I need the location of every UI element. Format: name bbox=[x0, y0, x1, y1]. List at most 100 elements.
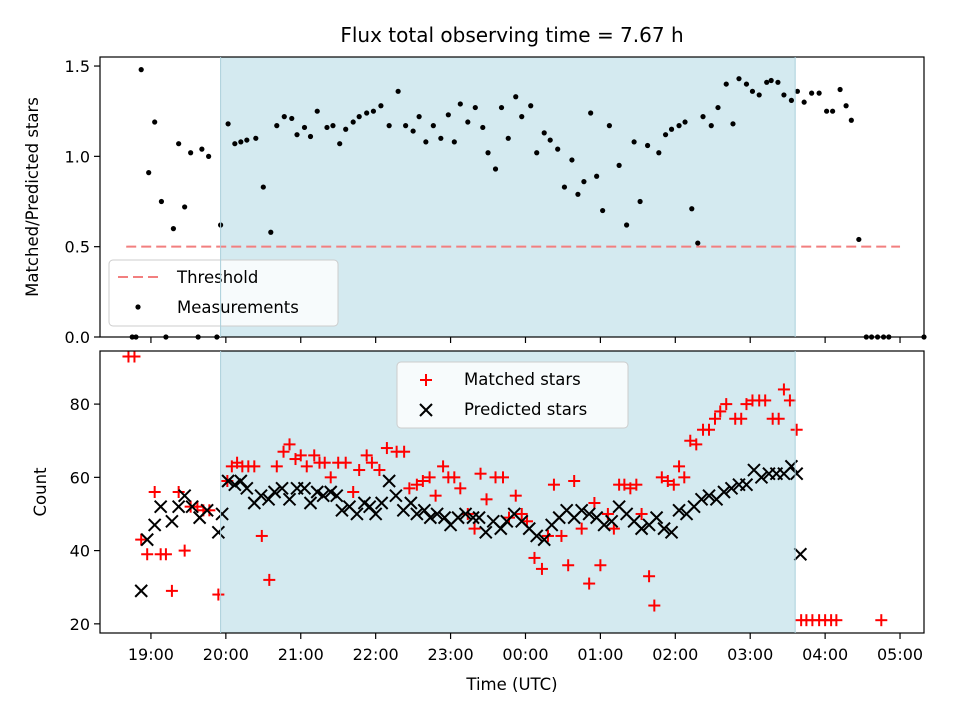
measurement-point bbox=[801, 99, 807, 105]
predicted-star-point bbox=[221, 474, 235, 488]
measurement-point bbox=[600, 207, 606, 214]
measurement-point bbox=[274, 123, 280, 129]
measurement-point bbox=[294, 132, 300, 138]
measurement-point bbox=[170, 226, 177, 232]
matched-star-point bbox=[468, 522, 481, 535]
measurement-point bbox=[736, 76, 742, 82]
top-y-ticks: 0.0 0.5 1.0 1.5 bbox=[65, 57, 901, 347]
predicted-star-point bbox=[200, 503, 214, 518]
measurement-point bbox=[430, 123, 436, 129]
predicted-star-point bbox=[228, 477, 242, 492]
matched-star-point bbox=[635, 507, 648, 520]
measurement-point bbox=[730, 121, 736, 127]
predicted-star-point bbox=[324, 485, 338, 499]
measurement-point bbox=[723, 81, 729, 87]
measurement-point bbox=[480, 124, 486, 131]
predicted-star-point bbox=[177, 488, 192, 503]
matched-star-point bbox=[720, 398, 733, 411]
predicted-star-point bbox=[140, 532, 154, 547]
measurement-point bbox=[386, 123, 392, 129]
measurement-point bbox=[775, 79, 781, 85]
measurement-point bbox=[301, 124, 308, 131]
matched-star-point bbox=[667, 478, 680, 491]
measurement-point bbox=[350, 119, 356, 125]
x-tick-label: 20:00 bbox=[203, 645, 249, 664]
measurement-point bbox=[146, 170, 152, 176]
matched-star-point bbox=[373, 464, 386, 477]
matched-star-point bbox=[437, 460, 450, 473]
matched-star-point bbox=[308, 449, 321, 462]
measurement-point bbox=[644, 142, 651, 149]
measurement-point bbox=[541, 130, 547, 136]
measurement-point bbox=[788, 97, 795, 103]
measurement-point bbox=[498, 104, 505, 111]
measurement-point bbox=[244, 137, 250, 143]
measurement-points bbox=[129, 67, 927, 340]
predicted-star-point bbox=[604, 514, 619, 529]
measurement-point bbox=[505, 135, 511, 141]
x-axis-label: Time (UTC) bbox=[465, 675, 557, 694]
matched-star-point bbox=[535, 562, 548, 575]
matched-star-point bbox=[454, 482, 467, 495]
matched-star-point bbox=[575, 522, 588, 535]
measurement-point bbox=[794, 88, 801, 94]
measurement-point bbox=[588, 110, 594, 116]
top-legend: Threshold Measurements bbox=[108, 259, 339, 327]
measurement-point bbox=[395, 88, 401, 94]
measurement-point bbox=[485, 150, 491, 156]
measurement-point bbox=[225, 121, 231, 127]
measurement-point bbox=[403, 123, 409, 129]
predicted-star-point bbox=[254, 488, 268, 503]
matched-star-point bbox=[588, 496, 601, 509]
top-y-tick-label: 1.5 bbox=[65, 57, 90, 76]
measurement-point bbox=[561, 184, 568, 190]
measurement-point bbox=[637, 198, 643, 205]
matched-star-point bbox=[159, 548, 172, 561]
predicted-star-point bbox=[479, 525, 493, 539]
matched-star-point bbox=[347, 486, 360, 498]
predicted-star-point bbox=[267, 485, 282, 499]
predicted-star-point bbox=[466, 510, 480, 525]
measurement-point bbox=[423, 139, 429, 145]
predicted-star-point bbox=[634, 521, 649, 536]
bottom-y-tick-label: 60 bbox=[70, 468, 90, 487]
measurement-point bbox=[624, 222, 630, 228]
matched-star-point bbox=[515, 507, 528, 520]
bottom-panel: 20 40 60 80 19:00 20:00 21:00 22:00 23:00 00:00 0… bbox=[31, 350, 925, 694]
measurement-point bbox=[631, 139, 637, 145]
measurement-point bbox=[232, 141, 238, 147]
measurement-point bbox=[843, 103, 849, 109]
x-tick-label: 23:00 bbox=[428, 645, 474, 664]
matched-star-point bbox=[380, 442, 393, 455]
bottom-legend: Matched stars Predicted stars bbox=[396, 361, 629, 429]
measurement-point bbox=[199, 146, 205, 152]
measurement-point bbox=[268, 229, 274, 235]
matched-star-point bbox=[703, 423, 716, 436]
matched-star-point bbox=[503, 511, 516, 524]
measurement-point bbox=[182, 204, 188, 210]
matched-star-point bbox=[353, 464, 366, 477]
bottom-axes-frame bbox=[99, 350, 925, 634]
top-y-tick-label: 1.0 bbox=[65, 147, 90, 166]
matched-star-point bbox=[255, 529, 268, 542]
predicted-star-point bbox=[649, 510, 664, 525]
measurement-point bbox=[848, 117, 854, 123]
matched-star-point bbox=[339, 456, 352, 469]
matched-star-point bbox=[528, 551, 541, 564]
measurement-point bbox=[606, 123, 612, 129]
count-points bbox=[122, 350, 888, 627]
measurement-point bbox=[781, 92, 787, 98]
measurement-point bbox=[253, 135, 259, 141]
x-tick-label: 04:00 bbox=[802, 645, 848, 664]
measurement-point bbox=[314, 108, 320, 114]
matched-star-point bbox=[141, 548, 154, 561]
predicted-star-point bbox=[316, 488, 330, 503]
measurement-point bbox=[569, 157, 575, 163]
matched-star-point bbox=[270, 460, 283, 473]
matched-star-point bbox=[128, 350, 141, 363]
top-panel: 0.0 0.5 1.0 1.5 Matched/Predicted stars Thr… bbox=[23, 56, 927, 347]
matched-star-point bbox=[648, 599, 661, 612]
matched-star-point bbox=[497, 471, 510, 484]
x-tick-label: 21:00 bbox=[278, 645, 324, 664]
